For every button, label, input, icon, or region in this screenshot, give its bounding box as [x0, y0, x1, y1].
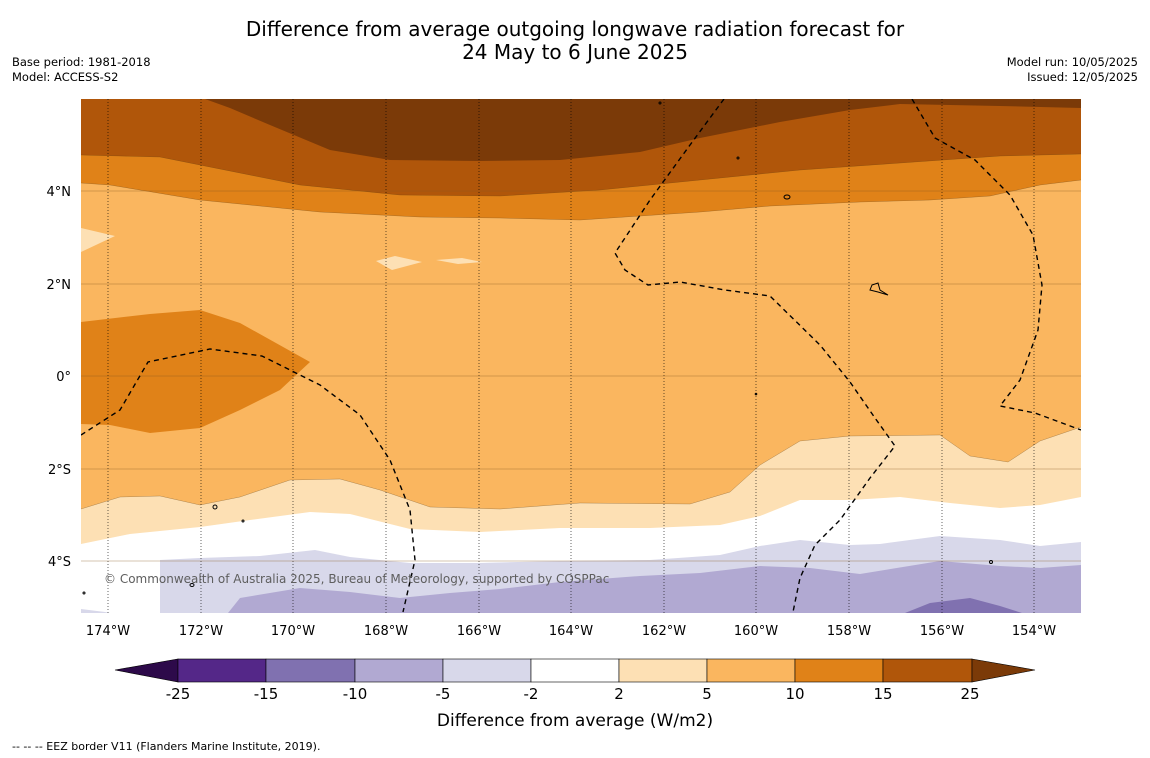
- lat-tick: 4°N: [47, 185, 72, 200]
- lon-tick: 170°W: [271, 624, 315, 639]
- colorbar-label: 5: [702, 685, 712, 703]
- lat-tick: 2°N: [47, 278, 72, 293]
- lon-tick: 156°W: [920, 624, 964, 639]
- eez-borders: [81, 99, 1081, 613]
- island-2: [869, 282, 889, 296]
- band-lavender-10: [228, 561, 1081, 613]
- island-1: [783, 194, 791, 200]
- band-orange-10-west: [81, 310, 310, 433]
- base-period: Base period: 1981-2018: [12, 55, 151, 69]
- lon-tick: 164°W: [549, 624, 593, 639]
- lon-tick: 174°W: [86, 624, 130, 639]
- lat-tick: 0°: [56, 370, 71, 385]
- island-10: [82, 591, 86, 595]
- island-3: [212, 504, 218, 510]
- island-7: [241, 519, 245, 523]
- model-name: Model: ACCESS-S2: [12, 70, 119, 84]
- colorbar-label: -10: [343, 685, 368, 703]
- cream-patch-w: [81, 228, 115, 252]
- colorbar-swatch: [442, 658, 532, 683]
- colorbar-swatch: [618, 658, 708, 683]
- lon-tick: 158°W: [827, 624, 871, 639]
- island-8: [754, 392, 758, 396]
- issued-date: Issued: 12/05/2025: [1027, 70, 1138, 84]
- lat-tick: 2°S: [48, 463, 71, 478]
- eez-footnote: -- -- -- EEZ border V11 (Flanders Marine…: [12, 740, 321, 753]
- anomaly-field: © Commonwealth of Australia 2025, Bureau…: [81, 99, 1081, 613]
- eez-border-east: [911, 99, 1081, 431]
- cream-patch-2: [436, 258, 482, 264]
- model-run: Model run: 10/05/2025: [1006, 55, 1138, 69]
- lat-tick-labels: 4°N 2°N 0° 2°S 4°S: [47, 185, 72, 570]
- island-4: [189, 583, 195, 587]
- colorbar-swatch: [530, 658, 620, 683]
- colorbar-label: -15: [254, 685, 279, 703]
- colorbar-swatch: [794, 658, 884, 683]
- colorbar-labels: -25 -15 -10 -5 -2 2 5 10 15 25: [166, 685, 980, 703]
- colorbar-swatch: [706, 658, 796, 683]
- map-title: Difference from average outgoing longwav…: [0, 18, 1150, 64]
- band-purple-15: [905, 598, 1022, 613]
- lon-tick: 172°W: [179, 624, 223, 639]
- colorbar-label: 15: [873, 685, 892, 703]
- lat-lines: [81, 190, 1081, 562]
- eez-border-west: [81, 348, 416, 613]
- island-9: [989, 560, 993, 564]
- colorbar: [114, 658, 1036, 683]
- lon-tick: 154°W: [1012, 624, 1056, 639]
- lon-tick: 168°W: [364, 624, 408, 639]
- colorbar-max-arrow: [971, 658, 1036, 683]
- colorbar-label: -25: [166, 685, 191, 703]
- colorbar-label: 2: [614, 685, 624, 703]
- colorbar-label: 10: [785, 685, 804, 703]
- band-brown-25: [205, 99, 1081, 161]
- island-6: [736, 156, 740, 160]
- cream-patch-1: [376, 256, 422, 270]
- colorbar-label: -2: [524, 685, 539, 703]
- colorbar-swatch: [265, 658, 356, 683]
- colorbar-swatch: [177, 658, 267, 683]
- colorbar-label: -5: [436, 685, 451, 703]
- lon-tick: 166°W: [457, 624, 501, 639]
- island-5: [658, 101, 662, 105]
- colorbar-label: 25: [960, 685, 979, 703]
- colorbar-title: Difference from average (W/m2): [437, 711, 713, 731]
- meta-right: Model run: 10/05/2025 Issued: 12/05/2025: [1007, 55, 1138, 85]
- meta-left: Base period: 1981-2018 Model: ACCESS-S2: [12, 55, 151, 85]
- islands: [82, 101, 993, 595]
- colorbar-swatch: [354, 658, 444, 683]
- lon-tick: 162°W: [642, 624, 686, 639]
- colorbar-swatch: [882, 658, 973, 683]
- copyright-notice: © Commonwealth of Australia 2025, Bureau…: [104, 572, 609, 586]
- lon-tick: 160°W: [734, 624, 778, 639]
- colorbar-min-arrow: [114, 658, 179, 683]
- lon-tick-labels: 174°W 172°W 170°W 168°W 166°W 164°W 162°…: [86, 624, 1056, 639]
- lat-tick: 4°S: [48, 555, 71, 570]
- title-line-2: 24 May to 6 June 2025: [462, 40, 688, 64]
- title-line-1: Difference from average outgoing longwav…: [245, 17, 905, 41]
